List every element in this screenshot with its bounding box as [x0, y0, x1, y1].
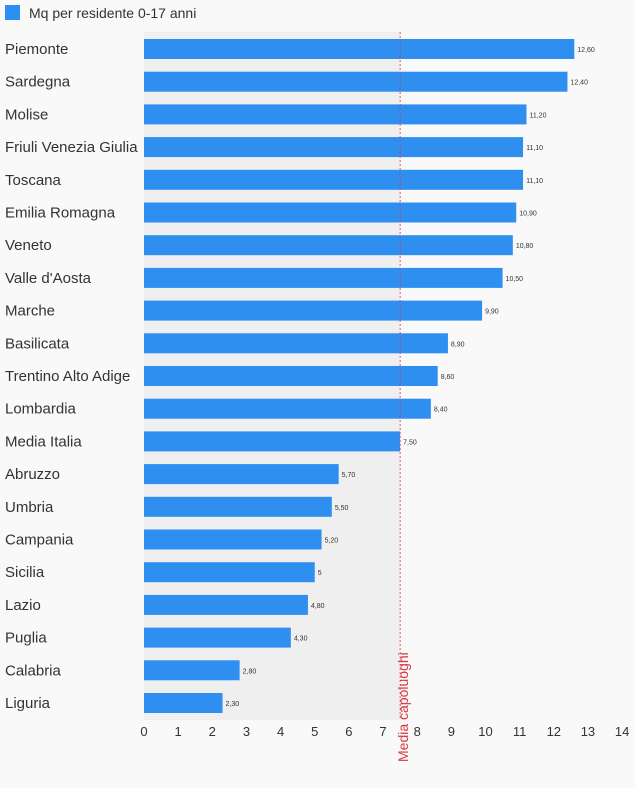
- category-label: Lombardia: [5, 401, 77, 418]
- bar: [144, 464, 339, 485]
- category-label: Umbria: [5, 499, 54, 516]
- x-tick-label: 12: [547, 724, 561, 739]
- bar: [144, 71, 568, 92]
- category-label: Basilicata: [5, 335, 70, 352]
- x-tick-label: 6: [345, 724, 352, 739]
- bar: [144, 267, 503, 288]
- category-label: Calabria: [5, 662, 62, 679]
- x-tick-label: 1: [175, 724, 182, 739]
- category-label: Veneto: [5, 237, 52, 254]
- category-label: Friuli Venezia Giulia: [5, 139, 138, 156]
- value-label: 12,40: [570, 80, 588, 87]
- category-label: Valle d'Aosta: [5, 270, 92, 287]
- category-label: Abruzzo: [5, 466, 60, 483]
- x-tick-label: 5: [311, 724, 318, 739]
- value-label: 2,80: [243, 668, 257, 675]
- value-label: 10,90: [519, 211, 537, 218]
- legend-swatch: [5, 5, 20, 20]
- category-label: Sicilia: [5, 564, 45, 581]
- value-label: 10,80: [516, 243, 534, 250]
- category-label: Lazio: [5, 597, 41, 614]
- value-label: 5,70: [342, 472, 356, 479]
- value-label: 12,60: [577, 47, 595, 54]
- bar: [144, 496, 332, 517]
- bar: [144, 594, 308, 615]
- bar: [144, 39, 575, 59]
- x-tick-label: 10: [478, 724, 492, 739]
- value-label: 8,90: [451, 341, 465, 348]
- bar: [144, 137, 524, 158]
- bar: [144, 333, 448, 354]
- value-label: 4,80: [311, 603, 325, 610]
- value-label: 11,20: [529, 112, 546, 119]
- value-label: 5,50: [335, 505, 349, 512]
- value-label: 11,10: [526, 178, 543, 185]
- category-label: Trentino Alto Adige: [5, 368, 130, 385]
- bar: [144, 235, 513, 256]
- bar: [144, 627, 291, 648]
- category-label: Liguria: [5, 695, 51, 712]
- value-label: 7,50: [403, 439, 417, 446]
- x-tick-label: 8: [414, 724, 421, 739]
- category-label: Toscana: [5, 172, 62, 189]
- value-label: 11,10: [526, 145, 543, 152]
- bar: [144, 660, 240, 681]
- value-label: 2,30: [226, 701, 240, 708]
- value-label: 5,20: [325, 538, 339, 545]
- bar: [144, 104, 527, 125]
- category-label: Molise: [5, 106, 48, 123]
- x-tick-label: 14: [615, 724, 629, 739]
- x-tick-label: 9: [448, 724, 455, 739]
- x-tick-label: 4: [277, 724, 284, 739]
- legend-label: Mq per residente 0-17 anni: [29, 5, 196, 21]
- bar: [144, 431, 401, 452]
- value-label: 8,40: [434, 407, 448, 414]
- x-tick-label: 7: [379, 724, 386, 739]
- reference-line-label: Media capoluoghi: [395, 652, 411, 762]
- value-label: 8,60: [441, 374, 455, 381]
- x-tick-label: 3: [243, 724, 250, 739]
- x-tick-label: 2: [209, 724, 216, 739]
- bar: [144, 202, 517, 223]
- value-label: 5: [318, 570, 322, 577]
- x-tick-label: 13: [581, 724, 595, 739]
- x-tick-label: 0: [140, 724, 147, 739]
- category-label: Marche: [5, 303, 55, 320]
- category-label: Campania: [5, 532, 74, 549]
- category-label: Sardegna: [5, 74, 71, 91]
- value-label: 4,30: [294, 636, 308, 643]
- bar: [144, 398, 431, 419]
- bar: [144, 529, 322, 550]
- category-label: Puglia: [5, 630, 47, 647]
- bar: [144, 169, 524, 190]
- category-label: Media Italia: [5, 433, 82, 450]
- category-label: Piemonte: [5, 41, 68, 58]
- x-tick-label: 11: [513, 724, 527, 739]
- category-label: Emilia Romagna: [5, 205, 116, 222]
- bar: [144, 300, 483, 321]
- bar: [144, 366, 438, 386]
- value-label: 9,90: [485, 309, 499, 316]
- bar: [144, 693, 223, 713]
- value-label: 10,50: [506, 276, 524, 283]
- bar: [144, 562, 315, 583]
